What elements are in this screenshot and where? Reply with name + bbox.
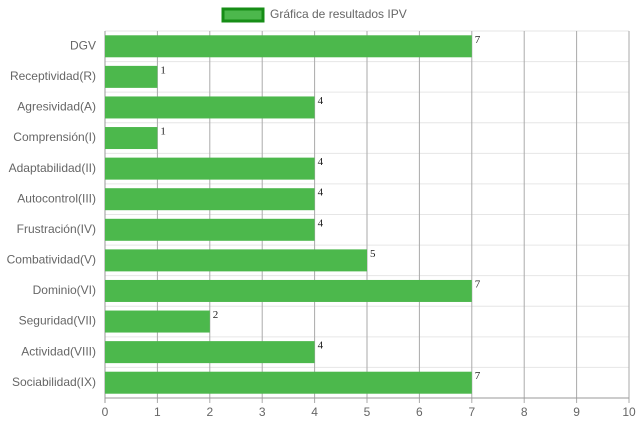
bar: [105, 188, 315, 211]
x-tick-label: 3: [259, 405, 266, 419]
bar: [105, 249, 367, 272]
bar: [105, 65, 158, 88]
bar: [105, 35, 472, 58]
y-tick-label: Actividad(VIII): [21, 344, 96, 358]
legend-label: Gráfica de resultados IPV: [270, 7, 407, 21]
x-tick-label: 7: [468, 405, 475, 419]
x-tick-label: 2: [206, 405, 213, 419]
data-label: 4: [318, 95, 324, 107]
x-tick-label: 1: [154, 405, 161, 419]
data-label: 4: [318, 156, 324, 168]
bar: [105, 341, 315, 364]
y-tick-label: DGV: [70, 38, 96, 52]
y-tick-label: Frustración(IV): [17, 222, 96, 236]
data-label: 7: [475, 278, 481, 290]
data-label: 7: [475, 370, 481, 382]
bar: [105, 127, 158, 150]
bar: [105, 310, 210, 333]
x-tick-label: 4: [311, 405, 318, 419]
y-tick-label: Sociabilidad(IX): [12, 375, 96, 389]
bar: [105, 157, 315, 180]
data-label: 4: [318, 217, 324, 229]
data-label: 1: [160, 64, 166, 76]
y-tick-label: Comprensión(I): [13, 130, 96, 144]
data-label: 2: [213, 309, 219, 321]
y-tick-label: Autocontrol(III): [17, 191, 96, 205]
bar: [105, 279, 472, 302]
legend-swatch: [221, 7, 265, 23]
y-tick-label: Adaptabilidad(II): [9, 161, 96, 175]
y-tick-label: Seguridad(VII): [19, 314, 96, 328]
data-label: 4: [318, 340, 324, 352]
bar: [105, 371, 472, 394]
data-label: 5: [370, 248, 376, 260]
y-tick-label: Dominio(VI): [33, 283, 96, 297]
data-label: 1: [160, 126, 166, 138]
y-tick-label: Combatividad(V): [7, 253, 96, 267]
data-label: 4: [318, 187, 324, 199]
y-tick-label: Receptividad(R): [10, 69, 96, 83]
bar: [105, 218, 315, 241]
y-tick-label: Agresividad(A): [17, 100, 96, 114]
bar: [105, 96, 315, 119]
x-tick-label: 6: [416, 405, 423, 419]
data-label: 7: [475, 34, 481, 46]
x-tick-label: 5: [364, 405, 371, 419]
x-tick-label: 10: [622, 405, 636, 419]
x-tick-label: 8: [521, 405, 528, 419]
x-tick-label: 9: [573, 405, 580, 419]
x-tick-label: 0: [102, 405, 109, 419]
